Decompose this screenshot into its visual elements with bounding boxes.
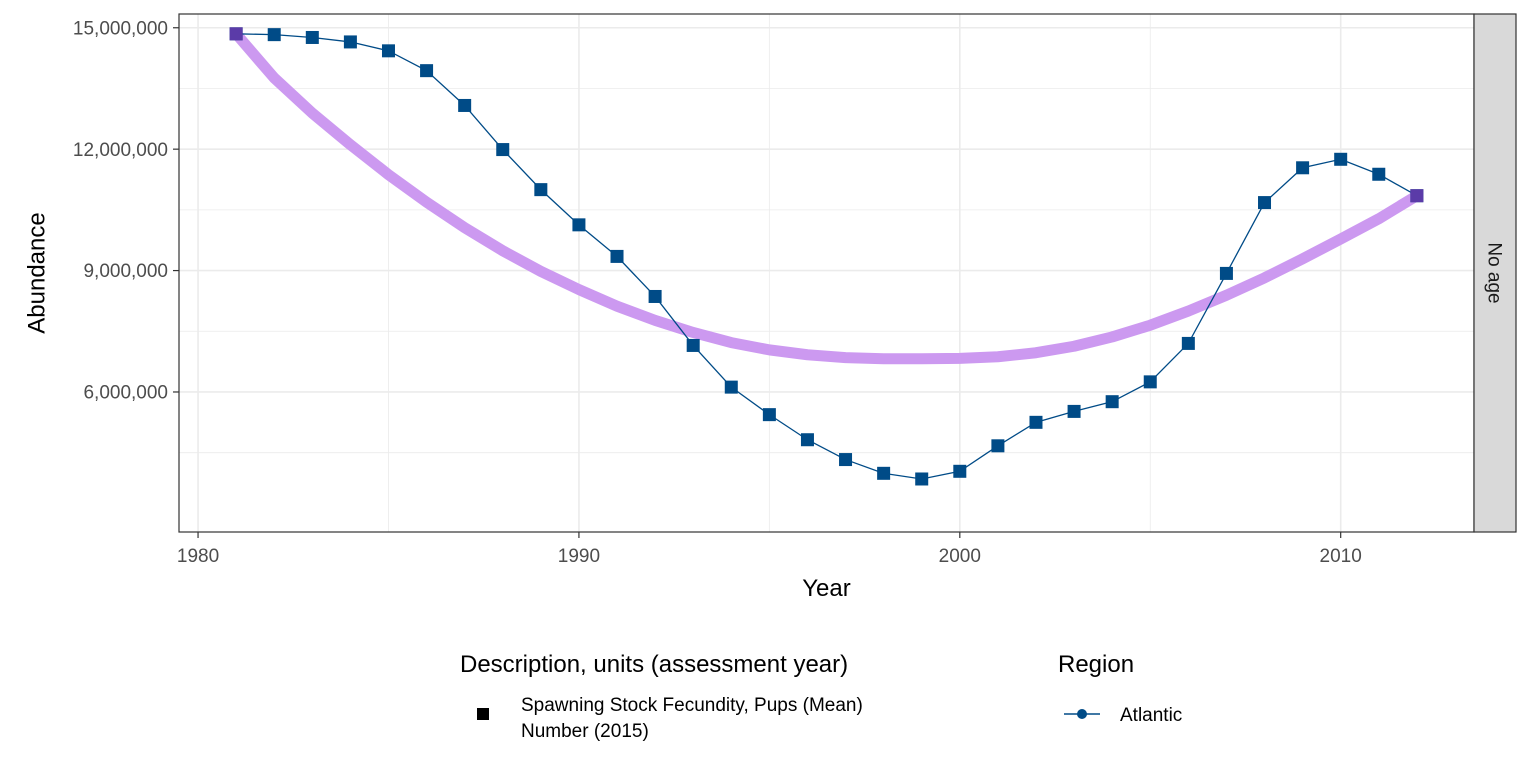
data-point — [1181, 336, 1195, 350]
y-tick-label: 9,000,000 — [83, 261, 168, 282]
data-point — [1029, 415, 1043, 429]
y-tick-label: 6,000,000 — [83, 383, 168, 404]
legend-region: Region Atlantic — [1058, 651, 1182, 726]
legend-description: Description, units (assessment year) Spa… — [460, 651, 863, 742]
series-line-atlantic — [236, 33, 1418, 480]
x-tick-label: 2000 — [939, 546, 981, 567]
data-point — [458, 98, 472, 112]
data-point — [648, 289, 662, 303]
facet-strip — [1473, 13, 1517, 533]
data-point — [1258, 196, 1272, 210]
legend-description-label-line2: Number (2015) — [521, 721, 649, 742]
y-tick-label: 12,000,000 — [73, 140, 168, 161]
y-axis: 6,000,000 9,000,000 12,000,000 15,000,000 — [73, 18, 179, 404]
data-point — [610, 249, 624, 263]
data-point — [877, 466, 891, 480]
minor-grid — [179, 14, 1474, 532]
data-point — [1219, 266, 1233, 280]
data-point — [953, 464, 967, 478]
data-point — [420, 64, 434, 78]
x-tick-label: 2010 — [1320, 546, 1362, 567]
data-point — [1296, 161, 1310, 175]
series-layer — [229, 27, 1424, 486]
data-point — [381, 44, 395, 58]
facet-strip-label: No age — [1483, 242, 1504, 303]
data-point — [343, 35, 357, 49]
legend-description-label-line1: Spawning Stock Fecundity, Pups (Mean) — [521, 695, 863, 716]
data-point — [915, 472, 929, 486]
data-point — [305, 30, 319, 44]
legend-region-title: Region — [1058, 651, 1134, 678]
data-point — [724, 380, 738, 394]
y-tick-label: 15,000,000 — [73, 18, 168, 39]
legend-circle-key — [1077, 709, 1087, 719]
x-tick-label: 1990 — [558, 546, 600, 567]
legend-square-key — [477, 708, 489, 720]
trend-line — [231, 30, 1420, 365]
data-point — [800, 433, 814, 447]
data-point — [496, 143, 510, 157]
major-grid — [179, 14, 1474, 532]
trend-layer — [231, 30, 1420, 365]
data-point — [1105, 395, 1119, 409]
data-point — [1334, 152, 1348, 166]
endpoint-marker — [1410, 189, 1424, 203]
data-point — [1067, 404, 1081, 418]
data-point — [1372, 167, 1386, 181]
data-point — [991, 439, 1005, 453]
data-point — [686, 338, 700, 352]
legend-region-label: Atlantic — [1120, 705, 1182, 726]
data-point — [267, 28, 281, 42]
data-point — [762, 408, 776, 422]
x-axis-title: Year — [802, 575, 851, 602]
x-axis: 1980 1990 2000 2010 — [177, 532, 1362, 567]
legend-description-title: Description, units (assessment year) — [460, 651, 848, 678]
x-tick-label: 1980 — [177, 546, 219, 567]
data-point — [1143, 375, 1157, 389]
y-axis-title: Abundance — [23, 212, 50, 333]
data-point — [839, 453, 853, 467]
data-point — [534, 183, 548, 197]
data-point — [572, 218, 586, 232]
endpoint-marker — [229, 27, 243, 41]
